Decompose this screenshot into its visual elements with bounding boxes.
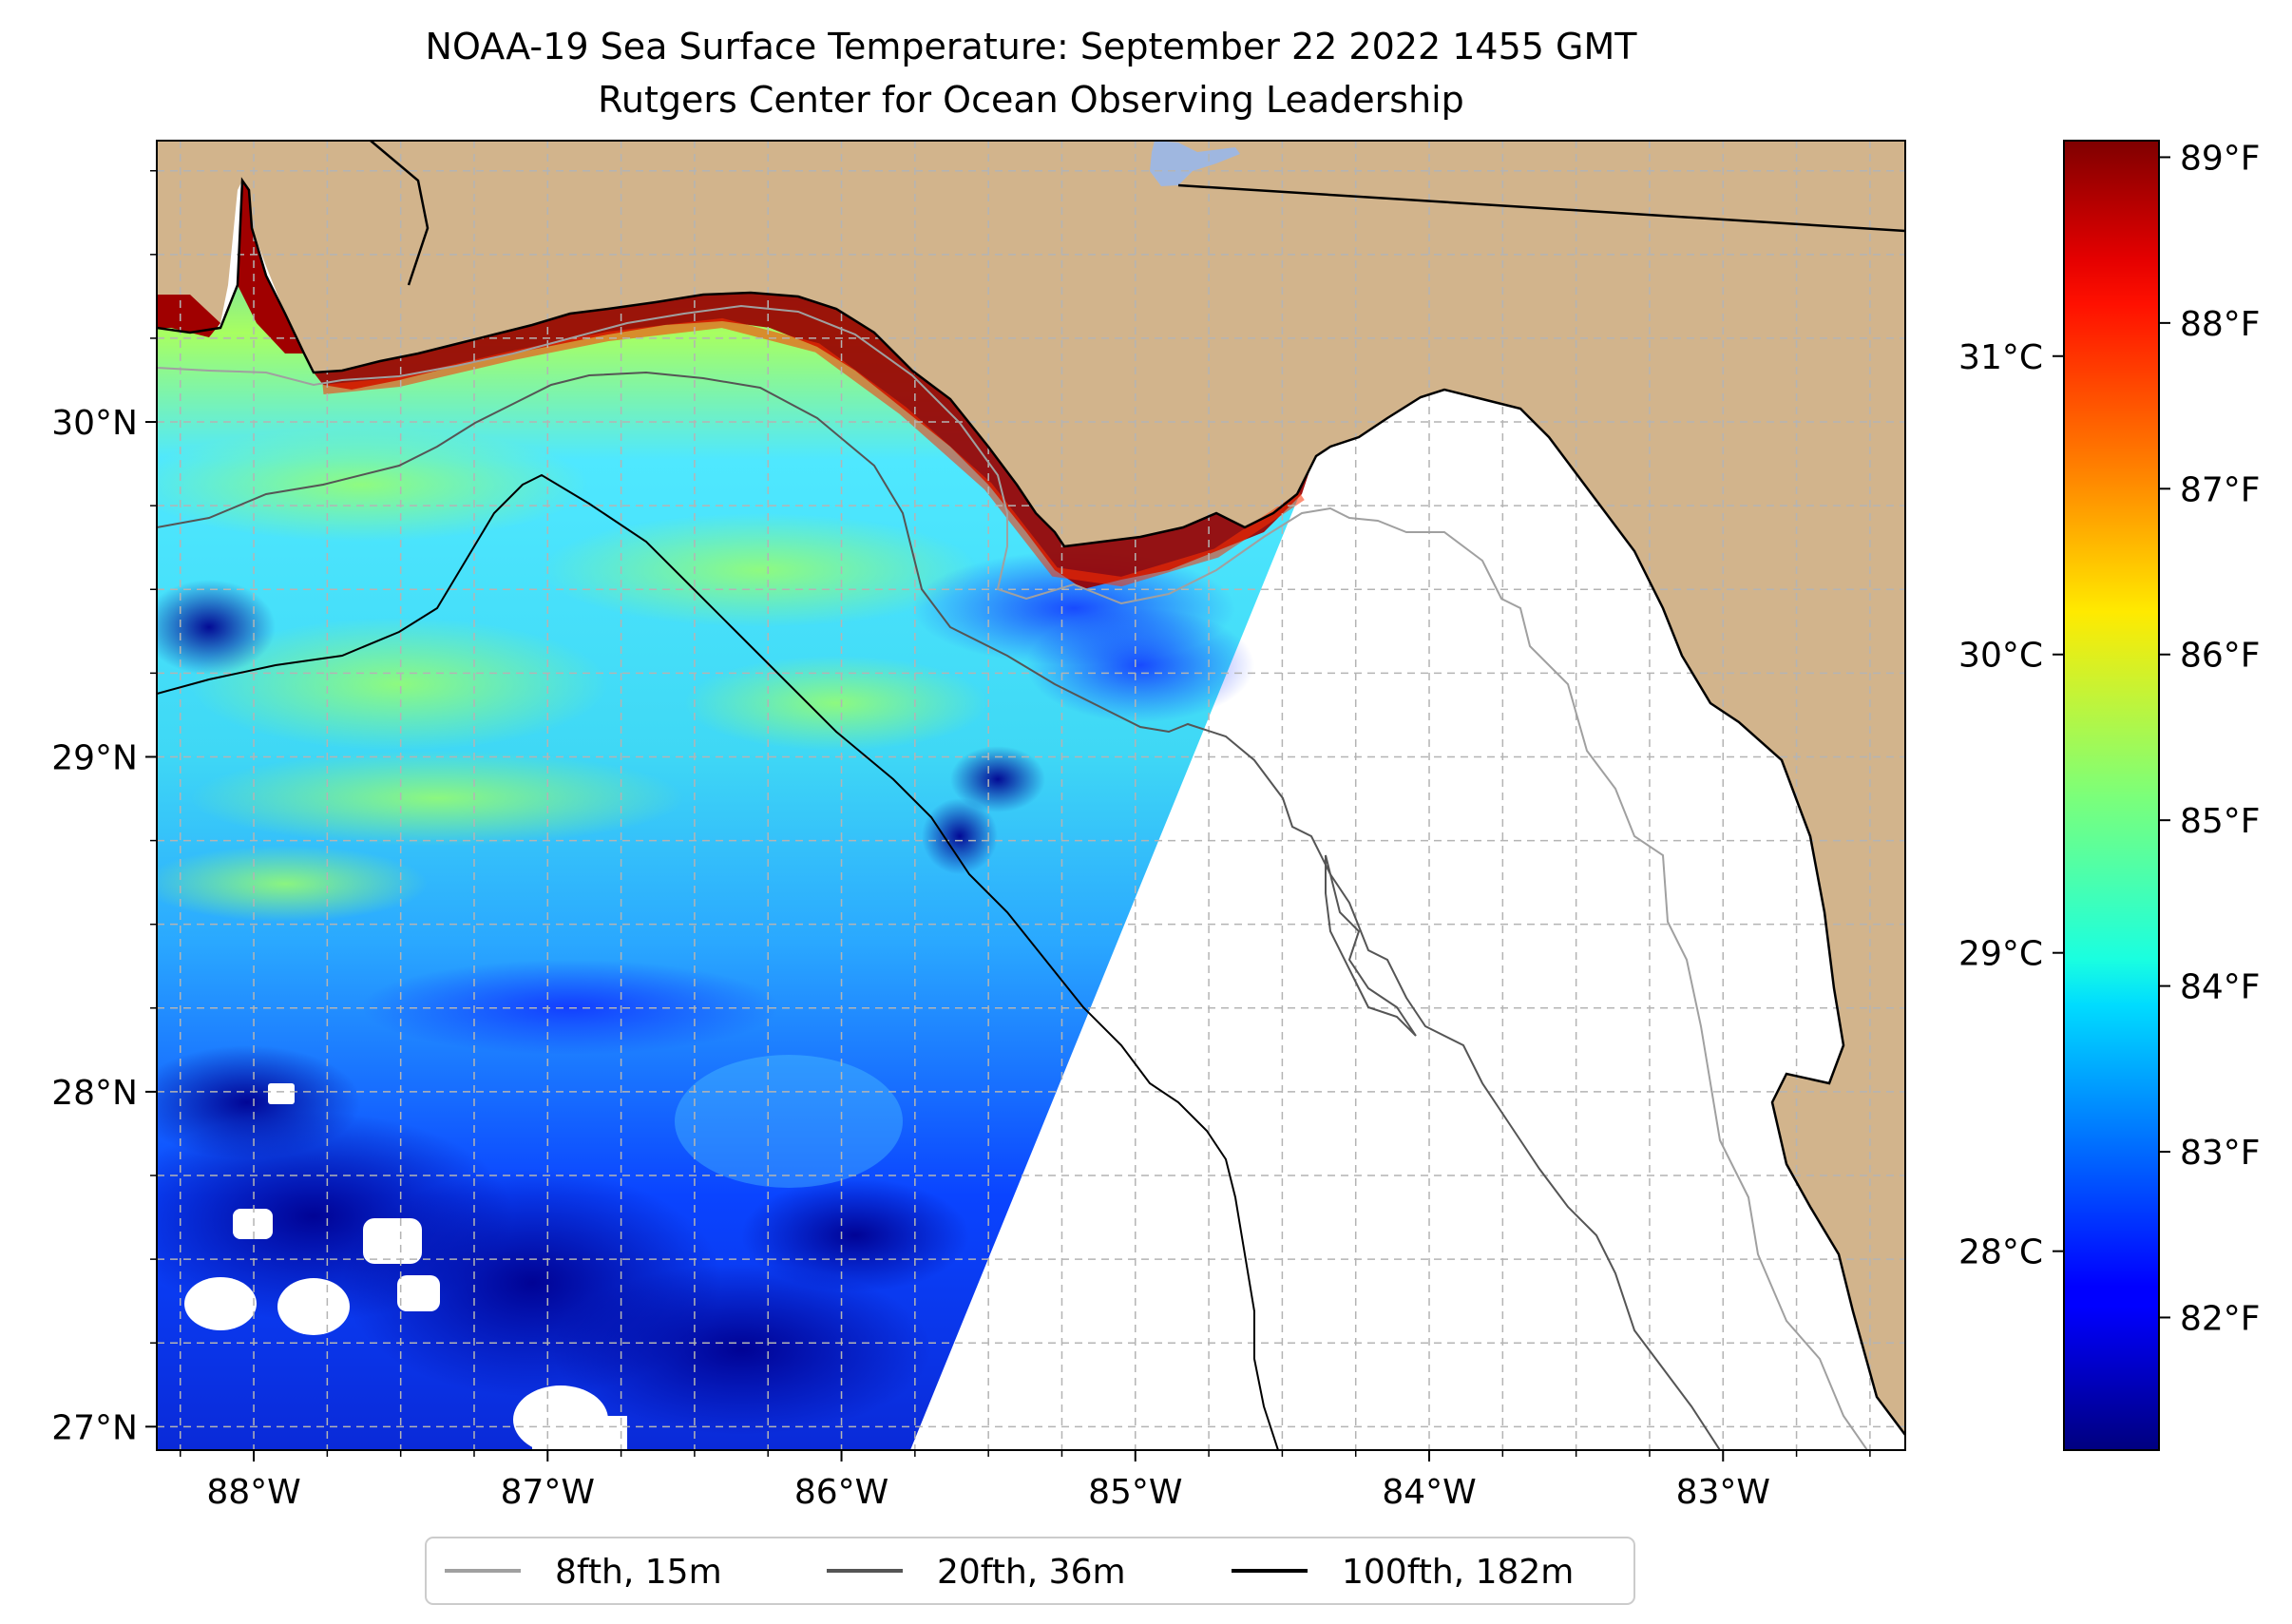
land-mass (157, 141, 1905, 1435)
lon-tick-label: 86°W (794, 1473, 888, 1512)
lon-tick-label: 84°W (1382, 1473, 1476, 1512)
lat-tick-label: 30°N (51, 404, 138, 443)
state-border (1177, 183, 1905, 233)
colorbar-c-label: 31°C (1958, 338, 2043, 377)
lat-tick-label: 29°N (51, 738, 138, 777)
legend-label-100fth: 100fth, 182m (1342, 1553, 1574, 1592)
colorbar-gradient (2063, 140, 2160, 1451)
lat-ticks: 27°N 28°N 29°N 30°N (51, 169, 157, 1447)
colorbar-f-label: 88°F (2180, 305, 2261, 344)
isobath-182m (157, 473, 1279, 1450)
colorbar-f-label: 83°F (2180, 1134, 2261, 1173)
colorbar-f-label: 84°F (2180, 968, 2261, 1007)
warm-coastal-fringe (322, 317, 1305, 587)
warm-bay (157, 295, 220, 337)
lon-ticks: 88°W 87°W 86°W 85°W 84°W 83°W (179, 1450, 1871, 1512)
colorbar-f-ticks: 82°F 83°F 84°F 85°F 86°F 87°F 88°F 89°F (2159, 139, 2261, 1338)
colorbar-f-label: 85°F (2180, 802, 2261, 841)
colorbar-f-label: 87°F (2180, 470, 2261, 509)
lat-tick-label: 27°N (51, 1408, 138, 1447)
isobath-15m (157, 304, 1868, 1450)
gridlines (157, 141, 1905, 1450)
isobath-36m (157, 371, 1721, 1450)
cloud-gaps (184, 1083, 627, 1450)
legend: 8fth, 15m 20fth, 36m 100fth, 182m (425, 1537, 1635, 1605)
legend-label-8fth: 8fth, 15m (555, 1553, 722, 1592)
map-title: NOAA-19 Sea Surface Temperature: Septemb… (426, 26, 1638, 67)
lake (1150, 141, 1240, 186)
legend-label-20fth: 20fth, 36m (937, 1553, 1126, 1592)
warm-bay-2 (238, 181, 304, 353)
map-subtitle: Rutgers Center for Ocean Observing Leade… (598, 79, 1464, 121)
map-frame (156, 140, 1906, 1451)
legend-box (425, 1537, 1635, 1605)
colorbar-f-label: 82°F (2180, 1299, 2261, 1338)
colorbar-f-label: 86°F (2180, 637, 2261, 676)
colorbar-c-ticks: 28°C 29°C 30°C 31°C (1958, 338, 2064, 1272)
coastline (157, 177, 1905, 1436)
map-panel (157, 141, 1905, 1450)
colorbar-c-label: 30°C (1958, 637, 2043, 676)
state-border-west (370, 141, 430, 286)
colorbar-c-label: 29°C (1958, 935, 2043, 974)
lon-tick-label: 88°W (206, 1473, 300, 1512)
lon-tick-label: 85°W (1088, 1473, 1182, 1512)
isobath-36m-island (1325, 854, 1417, 1037)
sst-texture (157, 428, 1254, 1435)
colorbar-c-label: 28°C (1958, 1233, 2043, 1272)
lon-tick-label: 83°W (1676, 1473, 1770, 1512)
colorbar: 82°F 83°F 84°F 85°F 86°F 87°F 88°F 89°F 28°C 29°… (1958, 139, 2261, 1451)
lon-tick-label: 87°W (501, 1473, 595, 1512)
lat-tick-label: 28°N (51, 1074, 138, 1113)
colorbar-f-label: 89°F (2180, 139, 2261, 178)
